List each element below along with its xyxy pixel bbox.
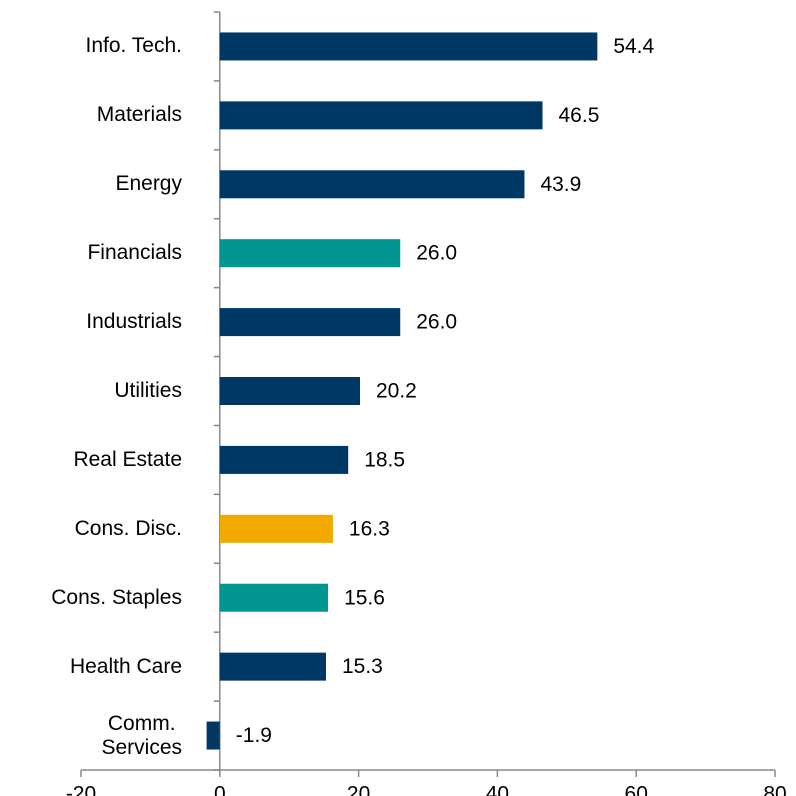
value-label: 16.3 [349, 517, 390, 540]
bar [206, 721, 220, 750]
x-tick-label: 60 [625, 783, 648, 796]
value-label: 54.4 [613, 35, 654, 58]
value-label: -1.9 [236, 724, 272, 747]
bar [219, 32, 598, 61]
y-tick-label-box: Cons. Disc. [0, 517, 182, 541]
y-tick-label: Health Care [69, 654, 182, 678]
y-tick-label: Utilities [114, 379, 182, 402]
y-tick-label: Comm. Services [101, 711, 182, 759]
bar [219, 239, 401, 268]
y-tick-label-box: Comm. Services [0, 712, 182, 760]
x-tick-label: -20 [66, 783, 96, 796]
bar [219, 445, 349, 474]
y-tick-label: Cons. Staples [51, 585, 182, 609]
y-tick-label-box: Financials [0, 241, 182, 265]
bar [219, 170, 525, 199]
x-tick-label: 80 [763, 783, 786, 796]
bar [219, 514, 333, 543]
value-label: 18.5 [364, 448, 405, 471]
bar [219, 583, 329, 612]
y-tick-label: Cons. Disc. [74, 516, 182, 540]
value-label: 46.5 [559, 104, 600, 127]
y-tick-label-box: Health Care [0, 655, 182, 679]
value-label: 15.6 [344, 586, 385, 609]
y-tick-label: Industrials [86, 310, 182, 334]
y-tick-label: Financials [87, 241, 182, 265]
y-tick-label-box: Industrials [0, 310, 182, 334]
y-tick-label-box: Real Estate [0, 448, 182, 472]
value-label: 20.2 [376, 380, 417, 403]
y-tick-label-box: Utilities [0, 379, 182, 403]
value-label: 15.3 [342, 655, 383, 678]
y-tick-label: Materials [96, 103, 182, 127]
x-tick-label: 20 [347, 783, 370, 796]
bar [219, 308, 401, 337]
value-label: 26.0 [416, 311, 457, 334]
y-tick-label-box: Materials [0, 103, 182, 127]
bar [219, 101, 543, 130]
y-tick-label: Real Estate [73, 447, 182, 471]
x-tick-label: 0 [214, 783, 226, 796]
y-tick-label-box: Info. Tech. [0, 34, 182, 58]
bar [219, 377, 360, 405]
x-tick-label: 40 [486, 783, 509, 796]
y-tick-label: Info. Tech. [85, 34, 182, 58]
y-tick-label-box: Cons. Staples [0, 586, 182, 610]
y-tick-label-box: Energy [0, 172, 182, 196]
value-label: 26.0 [416, 242, 457, 265]
bar [219, 652, 326, 681]
y-tick-label: Energy [115, 172, 182, 196]
value-label: 43.9 [540, 173, 581, 196]
